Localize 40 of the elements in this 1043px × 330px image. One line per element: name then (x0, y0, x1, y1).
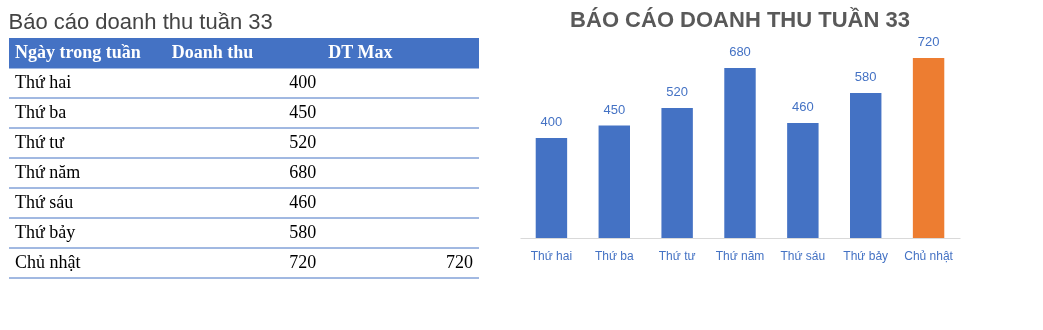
text: 460 (289, 192, 317, 212)
data-label: 400 (540, 114, 563, 129)
data-label: 520 (666, 84, 688, 99)
text: 680 (289, 162, 317, 182)
text: 720 (446, 252, 473, 272)
data-label: 720 (917, 34, 940, 49)
text: Thứ sáu (15, 192, 74, 212)
x-tick-label: Thứ hai (530, 248, 573, 263)
x-tick-label: Chủ nhật (904, 248, 954, 263)
bar (598, 125, 630, 238)
text: 520 (289, 132, 317, 152)
text: Thứ ba (15, 102, 67, 122)
data-label: 450 (603, 101, 626, 117)
text: Ngày trong tuần (15, 42, 141, 62)
text: DT Max (328, 42, 393, 62)
text: 450 (289, 102, 317, 122)
text: 720 (289, 252, 317, 272)
x-tick-label: Thứ năm (715, 248, 765, 263)
text: Báo cáo doanh thu tuần 33 (8, 9, 273, 34)
x-tick-label: Thứ ba (594, 248, 634, 263)
text: Doanh thu (171, 42, 254, 62)
bar (912, 58, 945, 238)
text: Thứ năm (15, 162, 81, 182)
bar (850, 93, 882, 238)
text: Thứ tư (15, 132, 66, 152)
x-tick-label: Thứ sáu (780, 248, 826, 263)
text: Thứ bảy (15, 222, 76, 242)
data-label: 680 (729, 44, 751, 59)
data-label: 580 (854, 69, 877, 84)
bar (787, 123, 819, 238)
x-tick-label: Thứ tư (658, 248, 696, 263)
bar (535, 138, 568, 238)
data-label: 460 (792, 99, 814, 114)
text: Thứ hai (15, 72, 72, 92)
bar (724, 68, 756, 238)
x-tick-label: Thứ bảy (843, 248, 889, 263)
text: 400 (289, 72, 317, 92)
text: 580 (289, 222, 317, 242)
bar (661, 108, 693, 238)
chart-title: BÁO CÁO DOANH THU TUẦN 33 (570, 7, 910, 32)
